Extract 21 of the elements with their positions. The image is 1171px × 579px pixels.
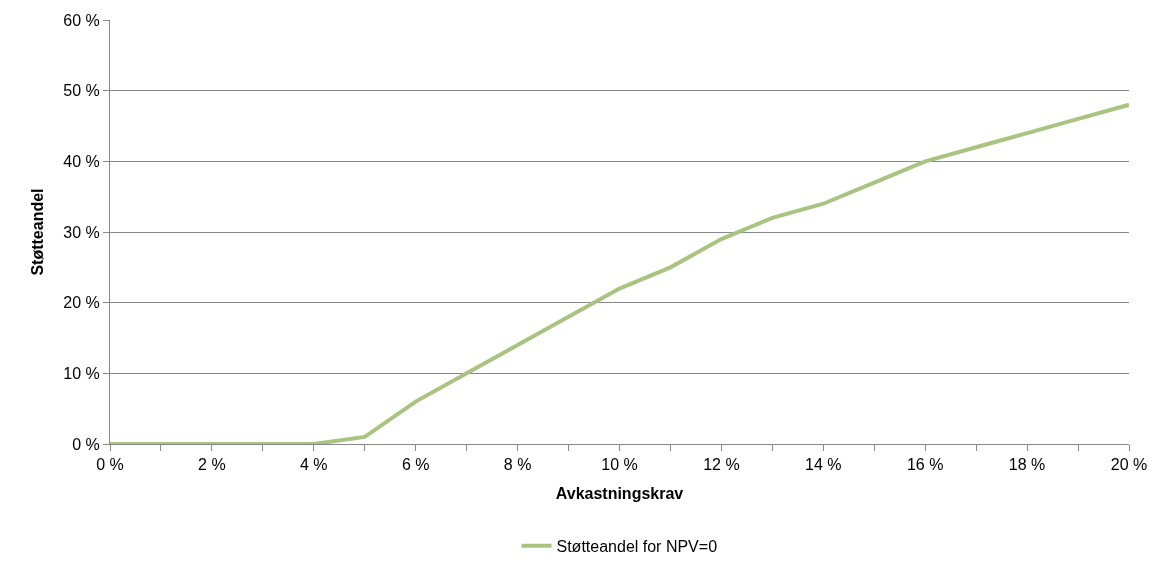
y-tick-label: 50 %	[63, 82, 100, 100]
x-tick-label: 6 %	[401, 456, 430, 474]
y-tick-label: 30 %	[63, 223, 100, 241]
x-tick-label: 0 %	[96, 456, 124, 474]
y-tick-label: 0 %	[72, 435, 100, 453]
legend-label: Støtteandel for NPV=0	[556, 537, 718, 555]
y-axis-title: Støtteandel	[29, 188, 47, 276]
x-axis-title: Avkastningskrav	[555, 484, 684, 502]
x-tick-label: 16 %	[906, 456, 944, 474]
x-tick-label: 14 %	[805, 456, 842, 474]
y-tick-label: 10 %	[63, 364, 100, 382]
x-tick-label: 18 %	[1008, 456, 1046, 474]
y-tick-label: 20 %	[63, 294, 100, 312]
x-tick-label: 20 %	[1110, 456, 1148, 474]
x-tick-label: 8 %	[503, 456, 532, 474]
y-tick-label: 40 %	[63, 152, 100, 170]
y-tick-label: 60 %	[63, 11, 100, 29]
x-tick-label: 12 %	[703, 456, 740, 474]
x-tick-label: 2 %	[198, 456, 226, 474]
x-tick-label: 10 %	[601, 456, 638, 474]
x-tick-label: 4 %	[300, 456, 328, 474]
